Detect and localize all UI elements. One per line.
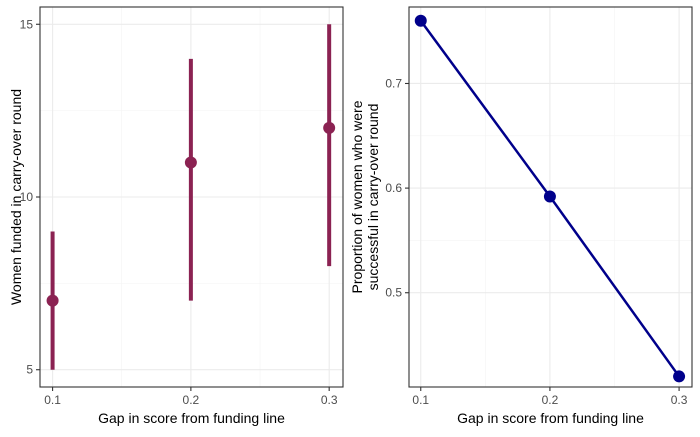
data-point [46,294,59,307]
x-axis-title: Gap in score from funding line [457,410,644,426]
x-tick-label: 0.2 [183,393,200,407]
data-point [543,190,556,203]
y-axis-title-line: successful in carry-over round [365,104,381,291]
x-tick-label: 0.3 [671,393,688,407]
x-tick-label: 0.1 [44,393,61,407]
y-tick-label: 0.7 [385,76,402,90]
y-axis-title-line: Proportion of women who were [349,100,365,293]
y-tick-label: 0.5 [385,286,402,300]
x-axis-title: Gap in score from funding line [98,410,285,426]
data-point [673,370,686,383]
x-tick-label: 0.2 [542,393,559,407]
y-tick-label: 0.6 [385,181,402,195]
y-tick-label: 15 [20,17,34,31]
right-panel: 0.1 0.2 0.3 0.5 0.6 0.7 Gap in score from fund… [349,6,693,426]
left-panel: 0.1 0.2 0.3 5 10 15 Gap in score from funding … [8,6,344,426]
y-tick-label: 10 [20,190,34,204]
data-point [414,14,427,27]
x-tick-label: 0.3 [321,393,338,407]
y-tick-label: 5 [26,363,33,377]
panel-border [408,6,693,388]
x-tick-label: 0.1 [412,393,429,407]
data-point [184,156,197,169]
data-point [323,121,336,134]
y-axis-title: Women funded in carry-over round [8,89,24,305]
